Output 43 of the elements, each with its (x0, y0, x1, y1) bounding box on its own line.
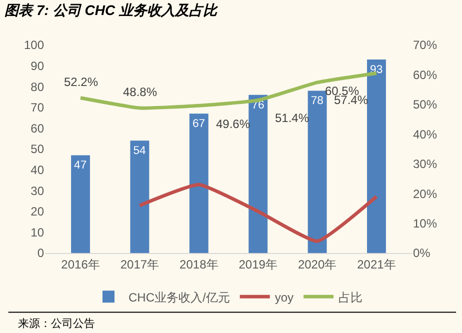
y-tick-label: 20 (30, 204, 44, 219)
y2-tick-label: 40% (413, 127, 438, 142)
legend-label: 占比 (338, 290, 363, 304)
x-tick-label: 2016年 (61, 257, 100, 272)
x-tick-label: 2018年 (180, 257, 218, 272)
line-series (138, 182, 378, 243)
bar (71, 155, 90, 253)
y2-tick-label: 50% (413, 98, 438, 112)
y-tick-label: 80 (30, 80, 44, 94)
bar (189, 114, 208, 253)
y-tick-label: 70 (30, 100, 44, 115)
x-tick-label: 2017年 (120, 257, 160, 272)
y2-tick-label: 10% (413, 216, 438, 230)
y-tick-label: 100 (24, 38, 44, 52)
bar (130, 140, 150, 253)
legend-label: CHC业务收入/亿元 (128, 290, 230, 304)
bar (248, 94, 268, 253)
y-tick-label: 0 (37, 246, 44, 260)
y-tick-label: 90 (30, 59, 44, 73)
bar (308, 90, 327, 253)
data-label: 48.8% (123, 85, 158, 99)
y-tick-label: 40 (30, 163, 44, 177)
data-label: 47 (74, 160, 87, 172)
data-label: 67 (192, 118, 206, 130)
y-tick-label: 50 (30, 142, 44, 156)
data-label: 52.2% (64, 75, 98, 89)
bar (367, 60, 386, 253)
y-tick-label: 60 (30, 121, 44, 136)
x-tick-label: 2021年 (357, 257, 396, 272)
x-tick-label: 2019年 (238, 257, 278, 272)
legend-label: yoy (274, 290, 294, 304)
data-label: 54 (133, 145, 146, 158)
y-tick-label: 10 (30, 225, 44, 240)
y-tick-label: 30 (30, 184, 44, 198)
y2-tick-label: 60% (413, 68, 438, 82)
source-note: 来源：公司公告 (18, 317, 95, 330)
y2-tick-label: 70% (413, 38, 438, 52)
chart-title: 图表 7: 公司 CHC 业务收入及占比 (4, 2, 219, 18)
y2-tick-label: 0% (413, 246, 431, 260)
x-tick-label: 2020年 (298, 257, 337, 272)
y2-tick-label: 20% (413, 186, 438, 201)
data-label: 78 (310, 95, 324, 108)
y2-tick-label: 30% (413, 157, 438, 172)
